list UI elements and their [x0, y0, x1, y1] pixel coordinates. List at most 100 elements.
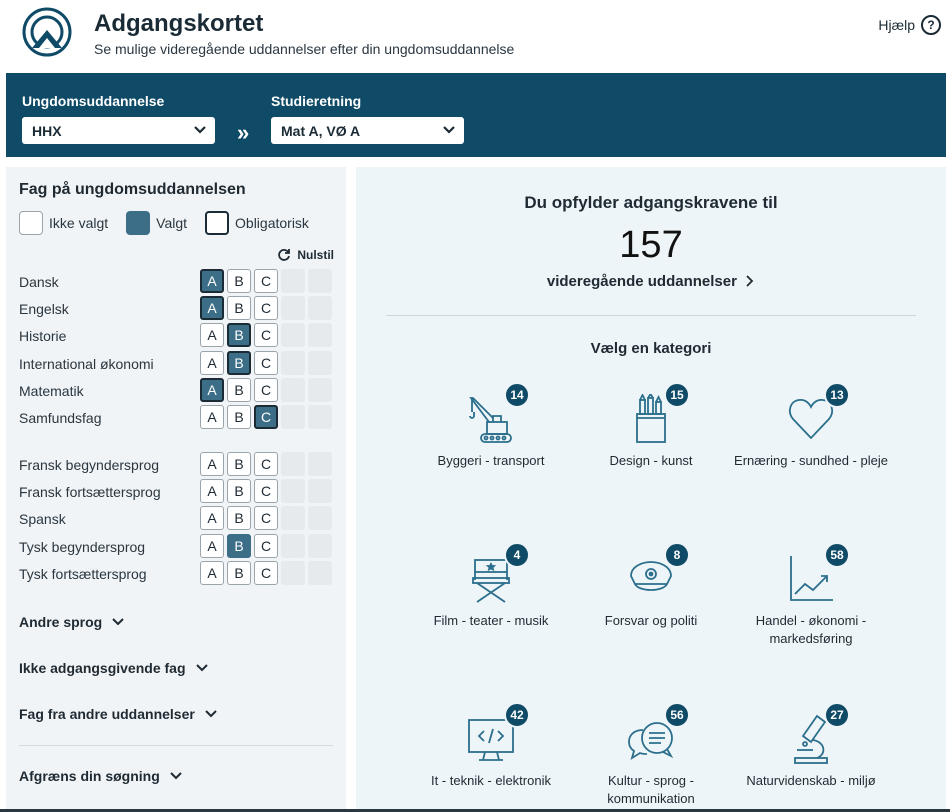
monitor-code-icon	[468, 719, 514, 761]
subjects-title: Fag på ungdomsuddannelsen	[19, 181, 246, 198]
level-c-button[interactable]: C	[254, 506, 278, 531]
count-badge: 13	[824, 382, 850, 408]
level-c-button[interactable]: C	[254, 560, 278, 585]
category-label: Byggeri - transport	[437, 453, 545, 468]
subject-name: Engelsk	[19, 301, 69, 318]
level-c-button[interactable]: C	[254, 350, 278, 375]
section-ikke-adgangsgivende-fag[interactable]: Ikke adgangsgivende fag	[19, 660, 208, 676]
count-badge: 42	[504, 702, 530, 728]
refresh-icon	[278, 249, 291, 261]
director-chair-icon	[472, 559, 510, 603]
level-placeholder	[281, 405, 305, 429]
level-placeholder	[281, 323, 305, 348]
app-header: Adgangskortet Se mulige videregående udd…	[0, 0, 950, 73]
level-b-button[interactable]: B	[227, 296, 251, 321]
category-forsvar-politi[interactable]: 8 Forsvar og politi	[571, 542, 731, 674]
category-byggeri-transport[interactable]: 14 Byggeri - transport	[411, 382, 571, 514]
level-placeholder	[281, 350, 305, 375]
category-title: Vælg en kategori	[590, 340, 712, 357]
level-b-button[interactable]: B	[227, 560, 251, 585]
level-placeholder	[308, 377, 332, 402]
legend-swatch-valgt	[126, 211, 151, 235]
level-c-button[interactable]: C	[254, 377, 278, 402]
level-a-button[interactable]: A	[200, 323, 224, 348]
level-a-button[interactable]: A	[200, 533, 224, 558]
subject-name: Dansk	[19, 274, 59, 290]
chevron-down-icon	[194, 126, 206, 134]
category-handel-oekonomi[interactable]: 58 Handel - økonomi - markedsføring	[731, 542, 891, 674]
category-design-kunst[interactable]: 15 Design - kunst	[571, 382, 731, 514]
question-icon: ?	[921, 15, 941, 35]
category-label: Film - teater - musik	[433, 613, 549, 628]
help-label: Hjælp	[878, 17, 915, 33]
legend-label: Valgt	[156, 215, 188, 231]
count-badge: 8	[664, 542, 690, 568]
level-a-button[interactable]: A	[200, 506, 224, 531]
count-badge: 27	[824, 702, 850, 728]
level-c-button[interactable]: C	[254, 479, 278, 504]
level-b-button[interactable]: B	[227, 350, 251, 375]
education-select[interactable]: HHX	[22, 117, 215, 144]
trend-chart-icon	[790, 556, 833, 601]
subject-name: Fransk begyndersprog	[19, 457, 160, 473]
level-c-button[interactable]: C	[254, 269, 278, 293]
level-a-button[interactable]: A	[200, 560, 224, 585]
category-film-teater-musik[interactable]: 4 Film - teater - musik	[411, 542, 571, 674]
educations-link[interactable]: videregående uddannelser	[356, 273, 946, 290]
reset-button[interactable]: Nulstil	[277, 248, 334, 262]
subject-name: International økonomi	[19, 355, 154, 372]
level-a-button[interactable]: A	[200, 452, 224, 476]
reset-label: Nulstil	[297, 248, 334, 262]
results-panel: Du opfylder adgangskravene til 157 vider…	[356, 167, 946, 812]
section-afgraens-soegning[interactable]: Afgræns din søgning	[19, 768, 182, 784]
level-c-button[interactable]: C	[254, 533, 278, 558]
level-placeholder	[281, 506, 305, 531]
level-b-button[interactable]: B	[227, 377, 251, 402]
direction-value: Mat A, VØ A	[281, 122, 361, 139]
help-button[interactable]: Hjælp ?	[878, 15, 941, 35]
level-b-button[interactable]: B	[227, 405, 251, 429]
crane-icon	[469, 397, 512, 443]
level-placeholder	[308, 405, 332, 429]
category-it-teknik-elektronik[interactable]: 42 It - teknik - elektronik	[411, 702, 571, 812]
level-placeholder	[308, 560, 332, 585]
level-b-button[interactable]: B	[227, 479, 251, 504]
section-fag-fra-andre-uddannelser[interactable]: Fag fra andre uddannelser	[19, 706, 217, 722]
level-b-button[interactable]: B	[227, 506, 251, 531]
level-placeholder	[281, 533, 305, 558]
category-kultur-sprog[interactable]: 56 Kultur - sprog - kommunikation	[571, 702, 731, 812]
level-b-button[interactable]: B	[227, 269, 251, 293]
direction-label: Studieretning	[271, 93, 362, 109]
requirements-title: Du opfylder adgangskravene til	[524, 193, 778, 212]
level-a-button[interactable]: A	[200, 296, 224, 321]
section-andre-sprog[interactable]: Andre sprog	[19, 614, 124, 630]
direction-select[interactable]: Mat A, VØ A	[271, 117, 464, 144]
level-a-button[interactable]: A	[200, 350, 224, 375]
level-c-button[interactable]: C	[254, 452, 278, 476]
level-c-button[interactable]: C	[254, 405, 278, 429]
chevron-down-icon	[443, 126, 455, 134]
count-badge: 58	[824, 542, 850, 568]
level-c-button[interactable]: C	[254, 296, 278, 321]
level-placeholder	[308, 269, 332, 293]
level-placeholder	[281, 269, 305, 293]
level-a-button[interactable]: A	[200, 269, 224, 293]
category-naturvidenskab-miljoe[interactable]: 27 Naturvidenskab - miljø	[731, 702, 891, 812]
level-c-button[interactable]: C	[254, 323, 278, 348]
level-b-button[interactable]: B	[227, 452, 251, 476]
level-b-button[interactable]: B	[227, 323, 251, 348]
logo-icon	[22, 7, 72, 57]
level-a-button[interactable]: A	[200, 479, 224, 504]
divider	[0, 809, 950, 812]
category-ernaering-sundhed-pleje[interactable]: 13 Ernæring - sundhed - pleje	[731, 382, 891, 514]
subject-row: Dansk A B C	[19, 268, 334, 295]
level-a-button[interactable]: A	[200, 377, 224, 402]
level-b-button[interactable]: B	[227, 533, 251, 558]
category-label: It - teknik - elektronik	[431, 773, 551, 788]
level-a-button[interactable]: A	[200, 405, 224, 429]
